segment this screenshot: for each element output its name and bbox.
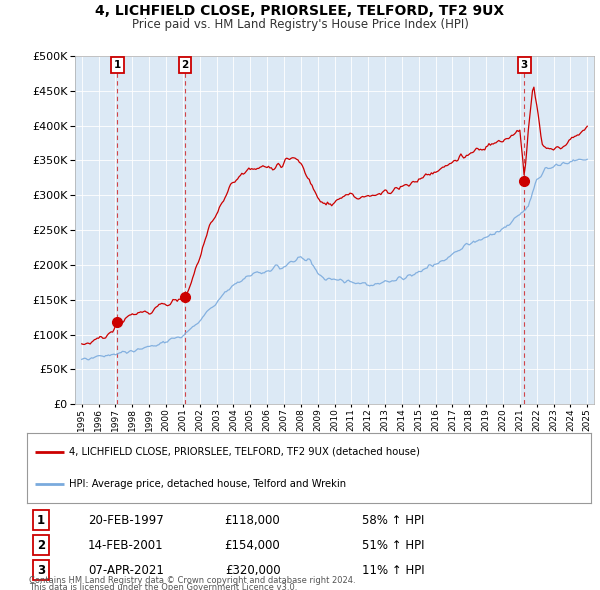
- Text: 14-FEB-2001: 14-FEB-2001: [88, 539, 164, 552]
- Text: £320,000: £320,000: [225, 563, 280, 576]
- Text: 51% ↑ HPI: 51% ↑ HPI: [362, 539, 425, 552]
- Text: £154,000: £154,000: [225, 539, 280, 552]
- Text: £118,000: £118,000: [225, 514, 280, 527]
- Text: Contains HM Land Registry data © Crown copyright and database right 2024.: Contains HM Land Registry data © Crown c…: [29, 576, 355, 585]
- Text: 2: 2: [181, 60, 188, 70]
- Text: 3: 3: [37, 563, 45, 576]
- Text: 1: 1: [114, 60, 121, 70]
- Text: 11% ↑ HPI: 11% ↑ HPI: [362, 563, 425, 576]
- Text: 2: 2: [37, 539, 45, 552]
- Text: 07-APR-2021: 07-APR-2021: [88, 563, 164, 576]
- Text: This data is licensed under the Open Government Licence v3.0.: This data is licensed under the Open Gov…: [29, 584, 297, 590]
- Text: 4, LICHFIELD CLOSE, PRIORSLEE, TELFORD, TF2 9UX (detached house): 4, LICHFIELD CLOSE, PRIORSLEE, TELFORD, …: [70, 447, 420, 457]
- Text: Price paid vs. HM Land Registry's House Price Index (HPI): Price paid vs. HM Land Registry's House …: [131, 18, 469, 31]
- Text: 20-FEB-1997: 20-FEB-1997: [88, 514, 164, 527]
- Text: 3: 3: [521, 60, 528, 70]
- Text: 58% ↑ HPI: 58% ↑ HPI: [362, 514, 425, 527]
- Text: 4, LICHFIELD CLOSE, PRIORSLEE, TELFORD, TF2 9UX: 4, LICHFIELD CLOSE, PRIORSLEE, TELFORD, …: [95, 4, 505, 18]
- Text: 1: 1: [37, 514, 45, 527]
- Text: HPI: Average price, detached house, Telford and Wrekin: HPI: Average price, detached house, Telf…: [70, 479, 346, 489]
